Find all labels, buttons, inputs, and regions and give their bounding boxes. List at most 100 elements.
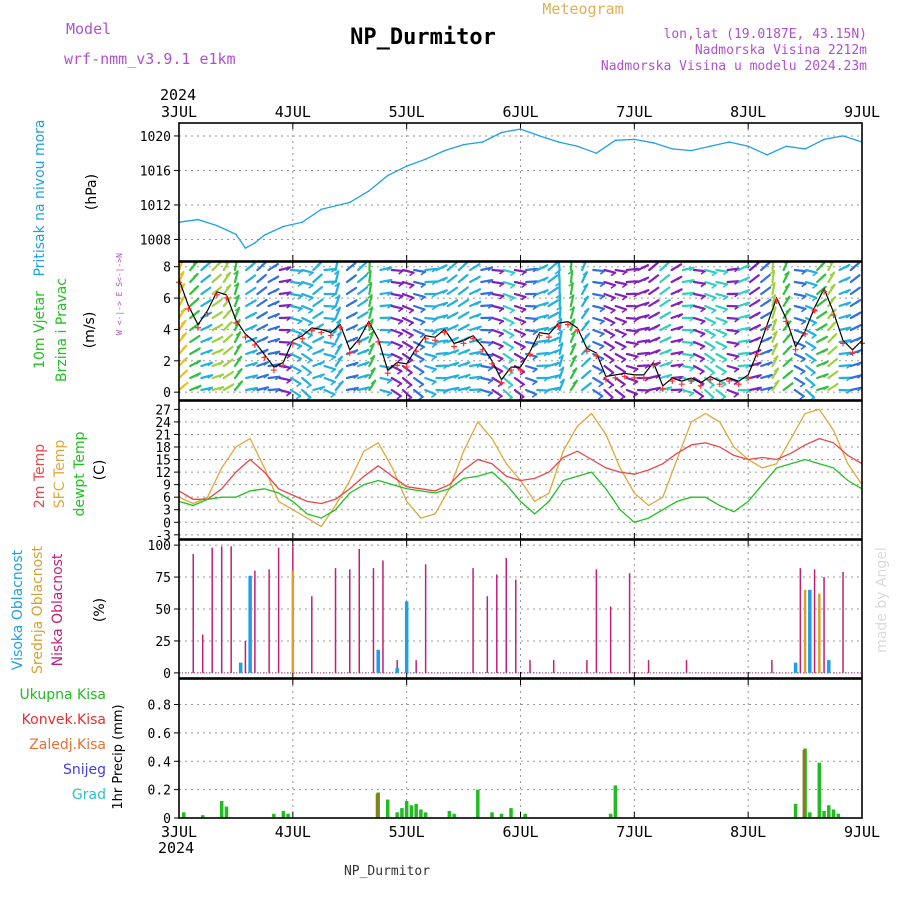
wind-barb-head <box>296 370 302 375</box>
wind-barb-head <box>632 393 638 398</box>
wind-barb-head <box>700 320 706 325</box>
wind-barb-head <box>338 380 344 386</box>
wind-barb-head <box>274 338 280 343</box>
low-cloud-bar <box>382 560 384 673</box>
pressure-point <box>235 233 237 236</box>
wind-barb-head <box>643 289 649 294</box>
wind-barb-head <box>509 272 515 277</box>
wind-barb-head <box>722 321 728 326</box>
wind-barb-head <box>698 395 704 400</box>
wind-barb-head <box>452 287 458 292</box>
wind-speed-marker <box>716 381 723 388</box>
wind-barb-head <box>274 325 280 331</box>
wind-barb-head <box>318 311 324 316</box>
wind-barb-head <box>553 312 559 317</box>
wind-barb-head <box>654 299 660 304</box>
wind-barb <box>603 280 617 287</box>
wind-speed-marker <box>327 332 334 339</box>
wind-barb-head <box>207 362 213 367</box>
wind-barb <box>536 339 550 344</box>
wind-barb-head <box>666 386 672 392</box>
cloud-panel: 0 25 50 75 100 <box>148 539 863 682</box>
cloud-ytick-label: 75 <box>155 571 171 586</box>
temp-unit: (C) <box>92 460 108 481</box>
precip-frame <box>178 678 863 819</box>
wind-barb-head <box>532 318 538 323</box>
wind-barb-head <box>643 277 649 282</box>
wind-barb-head <box>677 288 683 293</box>
wind-barb <box>726 280 740 284</box>
wind-barb-head <box>318 323 324 329</box>
convective-precip-bar <box>375 793 379 818</box>
wind-speed-marker <box>593 352 600 359</box>
wind-ylabel-1: 10m Vjetar <box>32 291 48 369</box>
wind-barb-head <box>823 386 829 391</box>
wind-barb <box>289 376 302 385</box>
wind-barb-head <box>453 362 459 367</box>
low-cloud-bar <box>244 640 247 673</box>
wind-barb <box>480 364 494 370</box>
wind-barb-head <box>811 322 817 327</box>
wind-barb-head <box>335 307 341 312</box>
pressure-point <box>367 190 370 192</box>
wind-barb-head <box>599 333 605 338</box>
footer-station: NP_Durmitor <box>344 864 430 879</box>
wind-barb-head <box>632 380 638 386</box>
wind-barb-head <box>453 374 459 379</box>
pressure-point <box>320 208 323 211</box>
wind-barb <box>323 328 337 333</box>
wind-barb-head <box>810 359 816 364</box>
wind-barb-head <box>261 286 267 292</box>
low-cloud-bar <box>230 546 232 673</box>
wind-barb <box>625 388 639 396</box>
wind-barb-head <box>570 343 576 348</box>
wind-barb-head <box>507 384 513 389</box>
wind-barb-head <box>431 368 437 373</box>
wind-barb-head <box>234 295 240 300</box>
wind-barb-head <box>633 330 639 336</box>
wind-barb-head <box>774 380 780 385</box>
wind-barb-head <box>644 302 650 307</box>
wind-barb-head <box>351 274 357 280</box>
wind-barb <box>592 292 606 298</box>
wind-speed-marker <box>621 373 628 380</box>
wind-barb-head <box>599 282 605 288</box>
wind-speed-marker <box>640 374 647 381</box>
pressure-point <box>481 141 484 143</box>
wind-barb-head <box>386 279 392 284</box>
wind-barb <box>513 280 527 286</box>
wind-barb-head <box>330 393 336 399</box>
wind-barb-head <box>286 379 292 384</box>
wind-barb-head <box>331 318 336 323</box>
temp-ytick-label: 15 <box>155 454 171 469</box>
wind-barb-head <box>179 271 184 276</box>
wind-speed-marker <box>223 294 230 301</box>
wind-barb-head <box>653 287 659 292</box>
pressure-point <box>671 148 674 150</box>
wind-barb <box>513 328 527 336</box>
wind-barb-head <box>431 331 437 336</box>
wind-barb-head <box>644 339 650 344</box>
wind-barb <box>771 282 776 296</box>
wind-barb <box>692 352 706 360</box>
cloud-ylabel-1: Visoka Oblacnost <box>10 549 26 670</box>
wind-barb <box>278 291 292 296</box>
wind-barb <box>793 340 807 348</box>
wind-barb <box>424 304 438 308</box>
wind-barb-head <box>275 376 280 381</box>
wind-barb <box>524 267 539 272</box>
wind-barb <box>233 306 241 320</box>
wind-barb <box>379 303 393 308</box>
wind-speed-marker <box>384 370 391 377</box>
wind-barb-head <box>700 295 706 300</box>
wind-barb <box>592 388 604 398</box>
wind-barb <box>838 351 852 356</box>
wind-barb <box>704 268 718 274</box>
x-tick-label-bottom: 8JUL <box>730 823 766 841</box>
total-precip-bar <box>200 815 205 818</box>
temp-ytick-label: 18 <box>155 441 171 456</box>
wind-barb <box>301 388 312 399</box>
wind-barb-head <box>721 371 727 376</box>
wind-speed-marker <box>337 324 344 331</box>
wind-barb <box>692 388 705 398</box>
